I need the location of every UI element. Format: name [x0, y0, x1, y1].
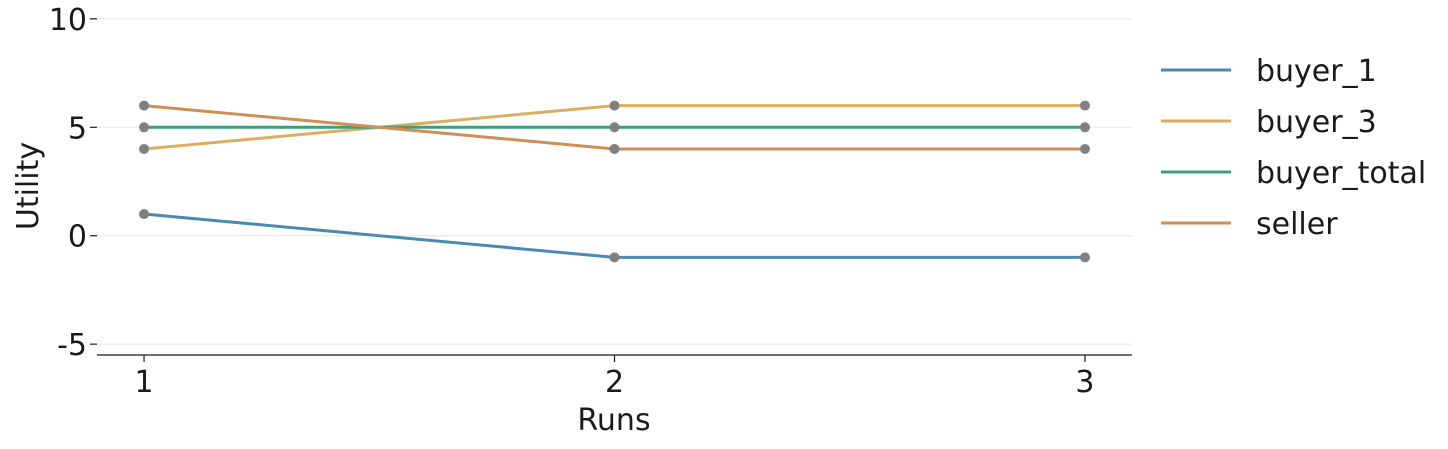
- y-tick-label: -5: [57, 328, 87, 363]
- data-point-buyer-1: [139, 209, 150, 220]
- legend-label: buyer_total: [1256, 156, 1426, 191]
- data-point-seller: [1079, 143, 1090, 154]
- legend-item-buyer-3: buyer_3: [1161, 105, 1377, 140]
- data-point-buyer-3: [139, 143, 150, 154]
- legend-item-buyer-total: buyer_total: [1161, 156, 1426, 191]
- legend-label: seller: [1256, 207, 1338, 242]
- data-point-buyer-3: [609, 100, 620, 111]
- x-tick-label: 3: [1075, 365, 1094, 400]
- data-point-seller: [139, 100, 150, 111]
- legend-label: buyer_3: [1256, 105, 1377, 140]
- data-point-buyer-1: [1079, 252, 1090, 263]
- y-axis-ticks: -5 0 5 10: [49, 3, 97, 363]
- data-point-buyer-1: [609, 252, 620, 263]
- data-point-buyer-total: [1079, 122, 1090, 133]
- data-point-buyer-total: [609, 122, 620, 133]
- grid-lines: [97, 18, 1132, 345]
- x-axis-ticks: 1 2 3: [134, 355, 1095, 400]
- x-tick-label: 1: [134, 365, 153, 400]
- data-point-buyer-total: [139, 122, 150, 133]
- legend-label: buyer_1: [1256, 54, 1377, 89]
- data-point-buyer-3: [1079, 100, 1090, 111]
- legend-item-seller: seller: [1161, 207, 1338, 242]
- y-tick-label: 10: [49, 3, 87, 38]
- y-axis-title: Utility: [11, 142, 46, 230]
- legend-item-buyer-1: buyer_1: [1161, 54, 1377, 89]
- y-tick-label: 0: [68, 220, 87, 255]
- y-tick-label: 5: [68, 111, 87, 146]
- data-point-seller: [609, 143, 620, 154]
- data-points: [139, 100, 1090, 263]
- x-tick-label: 2: [605, 365, 624, 400]
- x-axis-title: Runs: [577, 403, 650, 438]
